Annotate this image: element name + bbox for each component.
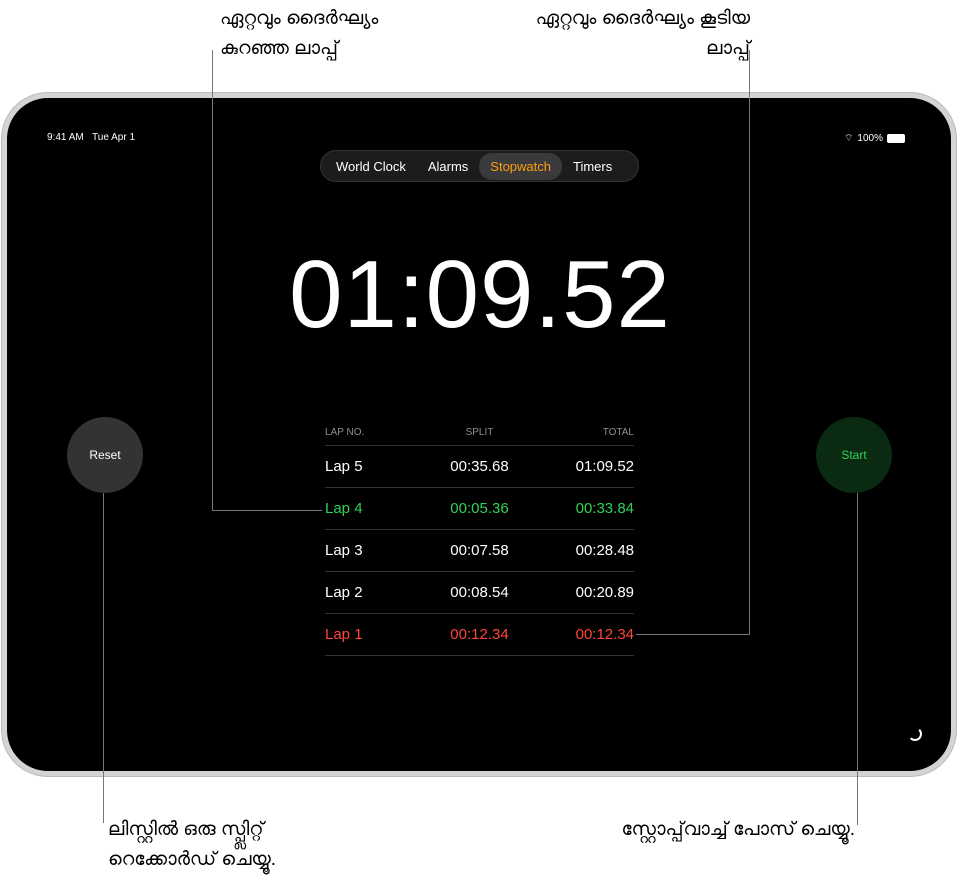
header-total: TOTAL [602,427,634,438]
status-right: ⌔ 100% [844,132,905,145]
lap-number: Lap 1 [325,626,363,643]
lap-number: Lap 5 [325,458,363,475]
lap-split: 00:35.68 [450,458,509,475]
battery-percent: 100% [857,133,883,144]
lap-row: Lap 3 00:07.58 00:28.48 [325,530,634,572]
reset-button[interactable]: Reset [67,417,143,493]
clock: 9:41 AM [47,132,84,143]
callout-longest-lap: ഏറ്റവും ദൈർഘ്യം കൂടിയ ലാപ്പ് [535,8,750,59]
lap-row: Lap 4 00:05.36 00:33.84 [325,488,634,530]
callout-line [212,50,213,511]
lap-total: 00:12.34 [575,626,634,643]
callout-line [749,50,750,635]
start-button[interactable]: Start [816,417,892,493]
lap-split: 00:07.58 [450,542,509,559]
lap-total: 01:09.52 [575,458,634,475]
lap-row: Lap 5 00:35.68 01:09.52 [325,446,634,488]
lap-number: Lap 3 [325,542,363,559]
tab-world-clock[interactable]: World Clock [336,158,406,174]
status-time: 9:41 AM Tue Apr 1 [47,132,135,143]
callout-line [857,493,858,825]
callout-shortest-lap: ഏറ്റവും ദൈർഘ്യം കുറഞ്ഞ ലാപ്പ് [220,8,379,59]
lap-split: 00:12.34 [450,626,509,643]
callout-line [636,634,750,635]
date: Tue Apr 1 [92,132,136,143]
battery-icon [886,134,905,143]
lap-total: 00:20.89 [575,584,634,601]
lap-row: Lap 1 00:12.34 00:12.34 [325,614,634,656]
lap-split: 00:05.36 [450,500,509,517]
lap-split: 00:08.54 [450,584,509,601]
lap-row: Lap 2 00:08.54 00:20.89 [325,572,634,614]
lap-total: 00:28.48 [575,542,634,559]
header-lap: LAP NO. [325,427,365,438]
stopwatch-time: 01:09.52 [289,241,671,348]
tab-alarms[interactable]: Alarms [427,158,469,174]
lap-total: 00:33.84 [575,500,634,517]
tab-stopwatch[interactable]: Stopwatch [479,152,562,180]
header-split: SPLIT [465,427,494,438]
lap-table-header: LAP NO. SPLIT TOTAL [325,420,634,446]
tab-timers[interactable]: Timers [573,158,613,174]
callout-line [103,493,104,823]
tab-bar: World Clock Alarms Stopwatch Timers [320,150,639,182]
callout-line [212,510,322,511]
ipad-frame [2,93,956,776]
callout-reset: ലിസ്റ്റിൽ ഒരു സ്പ്ലിറ്റ് റെക്കോർഡ് ചെയ്യ… [108,819,277,870]
resize-indicator-icon [908,727,922,741]
lap-number: Lap 2 [325,584,363,601]
lap-table: LAP NO. SPLIT TOTAL Lap 5 00:35.68 01:09.5… [325,420,634,656]
wifi-icon: ⌔ [844,133,854,144]
callout-start: സ്റ്റോപ്പ്‌വാച്ച് പോസ് ചെയ്യൂ. [621,819,855,840]
lap-number: Lap 4 [325,500,363,517]
